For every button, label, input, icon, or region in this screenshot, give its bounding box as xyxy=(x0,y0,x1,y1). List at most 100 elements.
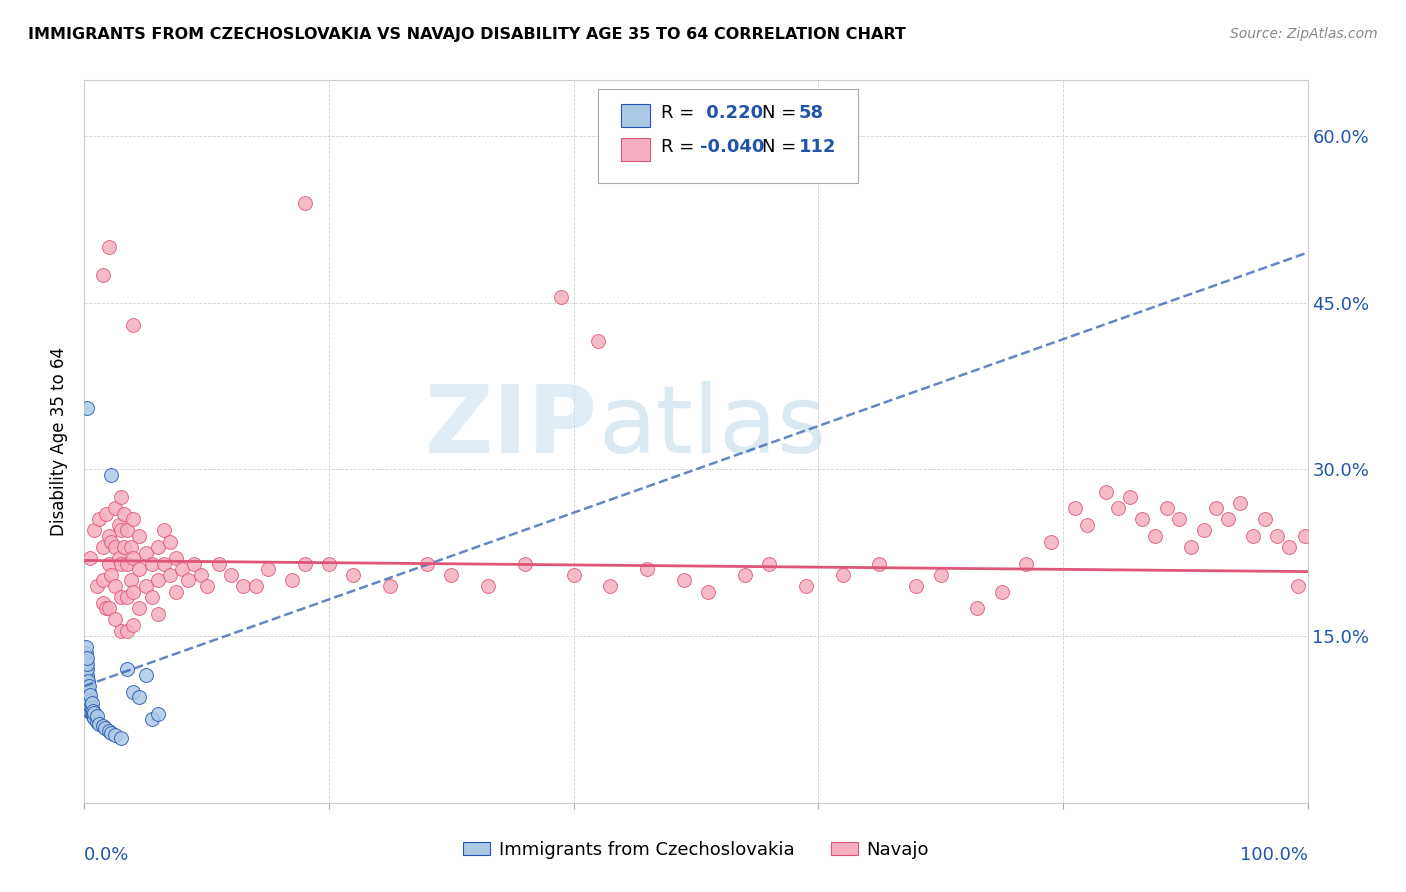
Point xyxy=(110,524,132,538)
Point xyxy=(141,590,163,604)
Point xyxy=(905,579,928,593)
Point xyxy=(208,557,231,571)
Point xyxy=(100,534,122,549)
Point xyxy=(1076,517,1098,532)
Text: Source: ZipAtlas.com: Source: ZipAtlas.com xyxy=(1230,27,1378,41)
Point xyxy=(104,501,127,516)
Point xyxy=(97,529,120,543)
Point xyxy=(77,673,100,688)
Point xyxy=(1229,496,1251,510)
Point xyxy=(86,709,108,723)
Point xyxy=(91,596,114,610)
Text: 100.0%: 100.0% xyxy=(1240,847,1308,864)
Text: 112: 112 xyxy=(799,138,837,156)
Point xyxy=(122,584,145,599)
Point xyxy=(929,568,952,582)
Point xyxy=(96,507,118,521)
Point xyxy=(1241,529,1264,543)
Point xyxy=(104,540,127,554)
Point xyxy=(281,574,304,588)
Point xyxy=(77,679,100,693)
Point xyxy=(794,579,817,593)
Point xyxy=(1119,490,1142,504)
Point xyxy=(86,714,108,729)
Point xyxy=(82,704,104,718)
Point xyxy=(128,601,150,615)
Text: atlas: atlas xyxy=(598,381,827,473)
Point xyxy=(110,624,132,638)
Point xyxy=(122,318,145,332)
Point xyxy=(83,706,105,720)
Point xyxy=(120,574,142,588)
Text: R =: R = xyxy=(661,104,700,122)
Point xyxy=(91,574,114,588)
Point xyxy=(1278,540,1301,554)
Point xyxy=(75,651,97,665)
Point xyxy=(76,668,98,682)
Point xyxy=(146,607,169,621)
Point xyxy=(128,690,150,705)
Point xyxy=(75,668,97,682)
Point xyxy=(76,690,98,705)
Point xyxy=(80,696,103,710)
Point xyxy=(586,334,609,349)
Point xyxy=(135,546,157,560)
Point xyxy=(128,562,150,576)
Point xyxy=(183,557,205,571)
Point xyxy=(100,467,122,482)
Text: N =: N = xyxy=(762,104,801,122)
Point xyxy=(141,557,163,571)
Point xyxy=(122,512,145,526)
Point xyxy=(104,579,127,593)
Point xyxy=(75,640,97,655)
Point xyxy=(115,590,138,604)
Point xyxy=(318,557,340,571)
Point xyxy=(1180,540,1202,554)
Point xyxy=(734,568,756,582)
Point xyxy=(83,524,105,538)
Point xyxy=(79,551,101,566)
Text: R =: R = xyxy=(661,138,700,156)
Point xyxy=(172,562,194,576)
Text: ZIP: ZIP xyxy=(425,381,598,473)
Point xyxy=(1265,529,1288,543)
Point xyxy=(112,507,135,521)
Point xyxy=(107,551,129,566)
Point xyxy=(83,711,105,725)
Point xyxy=(177,574,200,588)
Point xyxy=(76,696,98,710)
Point xyxy=(107,517,129,532)
Point xyxy=(1015,557,1038,571)
Point xyxy=(1143,529,1166,543)
Point xyxy=(141,713,163,727)
Point xyxy=(562,568,585,582)
Point xyxy=(831,568,853,582)
Point xyxy=(75,662,97,676)
Point xyxy=(165,551,187,566)
Point xyxy=(380,579,402,593)
Point xyxy=(477,579,499,593)
Point xyxy=(80,701,103,715)
Point xyxy=(599,579,621,593)
Point xyxy=(91,268,114,282)
Point xyxy=(135,579,157,593)
Point xyxy=(91,540,114,554)
Point xyxy=(115,557,138,571)
Point xyxy=(112,540,135,554)
Point xyxy=(294,557,316,571)
Point xyxy=(79,688,101,702)
Point xyxy=(97,240,120,254)
Point xyxy=(758,557,780,571)
Point xyxy=(1064,501,1087,516)
Point xyxy=(1107,501,1129,516)
Point xyxy=(76,684,98,698)
Point xyxy=(91,719,114,733)
Legend: Immigrants from Czechoslovakia, Navajo: Immigrants from Czechoslovakia, Navajo xyxy=(456,834,936,866)
Point xyxy=(77,698,100,712)
Point xyxy=(122,551,145,566)
Point xyxy=(440,568,463,582)
Point xyxy=(1294,529,1316,543)
Point xyxy=(1132,512,1154,526)
Point xyxy=(257,562,280,576)
Point xyxy=(77,679,100,693)
